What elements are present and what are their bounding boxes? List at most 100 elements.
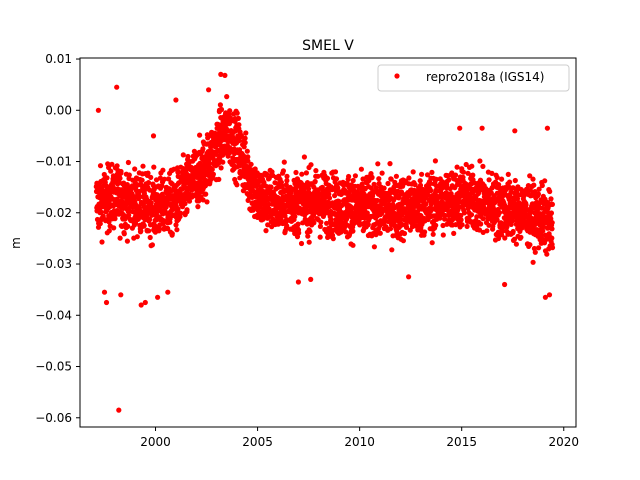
- data-point: [365, 222, 371, 228]
- data-point: [203, 191, 209, 197]
- y-tick-label: −0.03: [35, 257, 72, 271]
- data-point: [109, 161, 115, 167]
- data-point: [103, 299, 110, 306]
- data-point: [121, 231, 127, 237]
- data-point: [535, 191, 542, 197]
- data-point: [125, 159, 131, 166]
- data-point: [268, 184, 274, 190]
- data-point: [412, 182, 418, 188]
- data-point: [536, 186, 542, 192]
- data-point: [458, 217, 464, 223]
- data-point: [301, 154, 307, 160]
- data-point: [486, 222, 492, 228]
- data-point: [403, 224, 410, 230]
- data-point: [375, 161, 381, 167]
- x-tick-label: 2015: [446, 435, 477, 449]
- data-point: [548, 216, 554, 222]
- data-point: [216, 176, 222, 182]
- data-point: [352, 173, 358, 179]
- data-point: [296, 230, 302, 236]
- data-point: [486, 177, 492, 183]
- data-point: [204, 199, 210, 205]
- data-point: [393, 173, 399, 179]
- data-point: [280, 168, 286, 174]
- data-point: [478, 221, 484, 227]
- data-point: [136, 193, 142, 199]
- data-point: [459, 222, 465, 228]
- data-point: [419, 171, 425, 177]
- data-point: [317, 223, 323, 229]
- data-point: [139, 177, 145, 183]
- data-point: [422, 229, 428, 235]
- data-point: [95, 107, 101, 113]
- data-point: [530, 176, 536, 182]
- data-point: [236, 138, 242, 144]
- data-point: [425, 192, 431, 198]
- data-point: [308, 162, 314, 168]
- data-point: [440, 222, 446, 229]
- data-point: [222, 72, 228, 78]
- data-point: [151, 164, 157, 170]
- data-point: [454, 164, 460, 170]
- data-point: [476, 227, 483, 233]
- data-point: [218, 71, 224, 77]
- data-point: [414, 209, 421, 215]
- data-point: [326, 195, 333, 201]
- data-point: [464, 223, 470, 229]
- data-point: [116, 407, 122, 413]
- data-point: [369, 174, 375, 180]
- legend-box: [377, 64, 570, 92]
- data-point: [173, 222, 179, 228]
- data-point: [265, 222, 271, 228]
- data-point: [324, 175, 331, 181]
- data-point: [374, 197, 380, 204]
- data-point: [263, 171, 270, 177]
- data-point: [549, 201, 556, 207]
- data-point: [243, 130, 249, 136]
- x-axis: 2000 2005 2010 2015 2020: [140, 427, 579, 449]
- data-point: [134, 234, 140, 240]
- data-point: [126, 172, 132, 178]
- data-point: [489, 170, 495, 176]
- data-point: [461, 210, 467, 216]
- data-point: [540, 228, 546, 234]
- data-point: [252, 166, 258, 172]
- data-point: [542, 178, 548, 184]
- data-point: [106, 228, 112, 234]
- data-point: [479, 125, 485, 131]
- data-point: [451, 230, 457, 236]
- data-point: [218, 165, 224, 171]
- data-point: [157, 226, 163, 232]
- legend-label: repro2018a (IGS14): [426, 70, 544, 84]
- data-point: [292, 213, 298, 220]
- data-point: [138, 228, 144, 234]
- data-point: [396, 195, 402, 201]
- data-point: [336, 198, 342, 204]
- x-tick-label: 2005: [242, 435, 273, 449]
- data-point: [410, 169, 416, 175]
- data-point: [161, 176, 168, 182]
- data-point: [549, 245, 556, 251]
- data-point: [544, 251, 550, 257]
- data-point: [434, 199, 440, 205]
- data-point: [101, 289, 108, 295]
- data-point: [169, 231, 175, 237]
- data-point: [111, 225, 117, 231]
- data-point: [401, 230, 408, 237]
- data-point: [299, 171, 305, 177]
- data-point: [509, 218, 515, 224]
- data-point: [165, 226, 171, 232]
- data-point: [281, 159, 287, 165]
- data-point: [117, 235, 123, 241]
- data-point: [456, 199, 462, 205]
- data-point: [350, 228, 356, 234]
- data-point: [470, 172, 476, 178]
- data-point: [200, 197, 206, 203]
- data-point: [527, 173, 533, 179]
- data-point: [114, 84, 120, 90]
- data-point: [148, 200, 154, 206]
- data-point: [140, 163, 146, 169]
- data-point: [242, 135, 248, 141]
- data-point: [185, 153, 191, 160]
- data-point: [548, 210, 555, 216]
